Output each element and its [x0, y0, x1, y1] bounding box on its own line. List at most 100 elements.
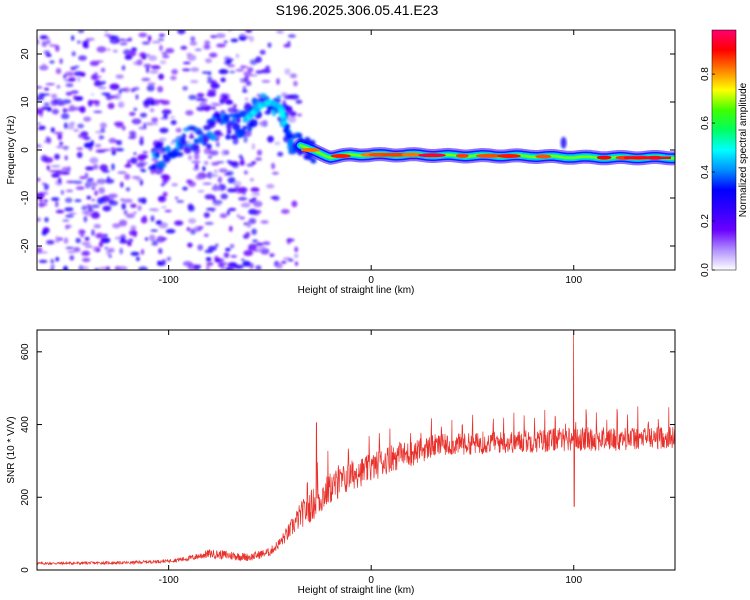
ridge-blob: [172, 148, 179, 153]
noise-blob: [197, 189, 205, 193]
y-tick-label: 0: [20, 147, 31, 153]
noise-blob: [73, 95, 77, 101]
x-tick-label: 100: [565, 275, 582, 286]
noise-blob: [256, 149, 263, 156]
noise-blob: [46, 240, 55, 245]
x-tick-label: -100: [159, 275, 179, 286]
noise-blob: [98, 86, 107, 90]
noise-blob: [53, 98, 64, 105]
noise-blob: [94, 60, 104, 63]
noise-blob: [158, 73, 165, 80]
noise-blob: [245, 81, 252, 86]
noise-blob: [210, 35, 218, 39]
snr-x-label: Height of straight line (km): [298, 585, 415, 596]
noise-blob: [95, 79, 101, 86]
noise-blob: [157, 37, 165, 42]
noise-blob: [55, 68, 62, 75]
noise-blob: [186, 227, 191, 232]
noise-blob: [73, 129, 79, 132]
noise-blob: [111, 163, 115, 171]
noise-blob: [211, 161, 220, 166]
noise-blob: [55, 201, 59, 208]
noise-blob: [95, 149, 106, 153]
noise-blob: [62, 74, 67, 79]
noise-blob: [41, 40, 47, 48]
noise-blob: [286, 238, 291, 245]
noise-blob: [260, 248, 270, 255]
ridge-blob: [196, 130, 204, 136]
noise-blob: [93, 224, 102, 229]
noise-blob: [165, 48, 175, 54]
noise-blob: [203, 160, 209, 166]
ridge-blob: [232, 123, 241, 131]
noise-blob: [217, 176, 223, 184]
noise-blob: [240, 258, 245, 261]
noise-blob: [233, 180, 242, 188]
noise-blob: [219, 98, 225, 105]
noise-blob: [207, 245, 217, 251]
spectrogram-x-ticks: -100 0 100: [159, 30, 583, 286]
noise-blob: [46, 165, 50, 171]
noise-blob: [40, 93, 51, 96]
noise-blob: [189, 228, 197, 235]
noise-blob: [116, 141, 123, 146]
noise-blob: [67, 250, 76, 254]
noise-blob: [283, 43, 291, 48]
noise-blob: [87, 99, 93, 107]
noise-blob: [149, 234, 156, 242]
noise-blob: [53, 131, 64, 135]
noise-blob: [221, 149, 228, 156]
noise-blob: [143, 122, 147, 129]
noise-blob: [247, 246, 257, 251]
noise-blob: [50, 258, 55, 264]
noise-blob: [206, 207, 216, 211]
noise-blob: [80, 234, 85, 238]
carrier-hotspot: [418, 153, 446, 158]
noise-blob: [64, 71, 75, 77]
noise-blob: [212, 195, 216, 202]
noise-blob: [289, 73, 297, 79]
noise-blob: [171, 69, 178, 75]
noise-blob: [206, 261, 214, 266]
noise-blob: [248, 218, 257, 225]
noise-blob: [42, 63, 46, 68]
noise-blob: [291, 200, 298, 208]
ridge-blob: [248, 119, 258, 128]
noise-blob: [191, 160, 201, 164]
noise-blob: [203, 212, 210, 219]
noise-blob: [207, 76, 213, 80]
noise-blob: [190, 67, 200, 72]
noise-blob: [261, 80, 271, 83]
noise-blob: [226, 160, 232, 163]
noise-blob: [151, 65, 161, 70]
noise-blob: [133, 152, 137, 155]
noise-blob: [206, 265, 210, 270]
noise-blob: [161, 259, 167, 264]
noise-blob: [65, 246, 74, 250]
noise-blob: [159, 44, 163, 52]
noise-blob: [63, 79, 74, 82]
noise-blob: [77, 123, 84, 129]
noise-blob: [277, 151, 284, 157]
noise-blob: [81, 241, 91, 246]
noise-blob: [114, 236, 123, 240]
noise-blob: [228, 262, 237, 267]
noise-blob: [120, 198, 125, 202]
noise-blob: [62, 219, 70, 222]
noise-blob: [188, 94, 197, 100]
noise-blob: [229, 244, 235, 249]
noise-blob: [212, 203, 222, 206]
noise-blob: [127, 159, 131, 167]
colorbar-tick-label: 0.8: [700, 67, 711, 81]
noise-blob: [190, 80, 199, 84]
ridge-blob: [296, 132, 303, 139]
noise-blob: [236, 191, 245, 194]
ridge-blob: [242, 125, 248, 130]
noise-blob: [239, 159, 245, 166]
noise-blob: [55, 256, 60, 262]
noise-blob: [227, 64, 236, 68]
noise-blob: [91, 74, 98, 81]
noise-blob: [144, 237, 149, 241]
noise-blob: [88, 182, 98, 187]
noise-blob: [37, 128, 44, 130]
